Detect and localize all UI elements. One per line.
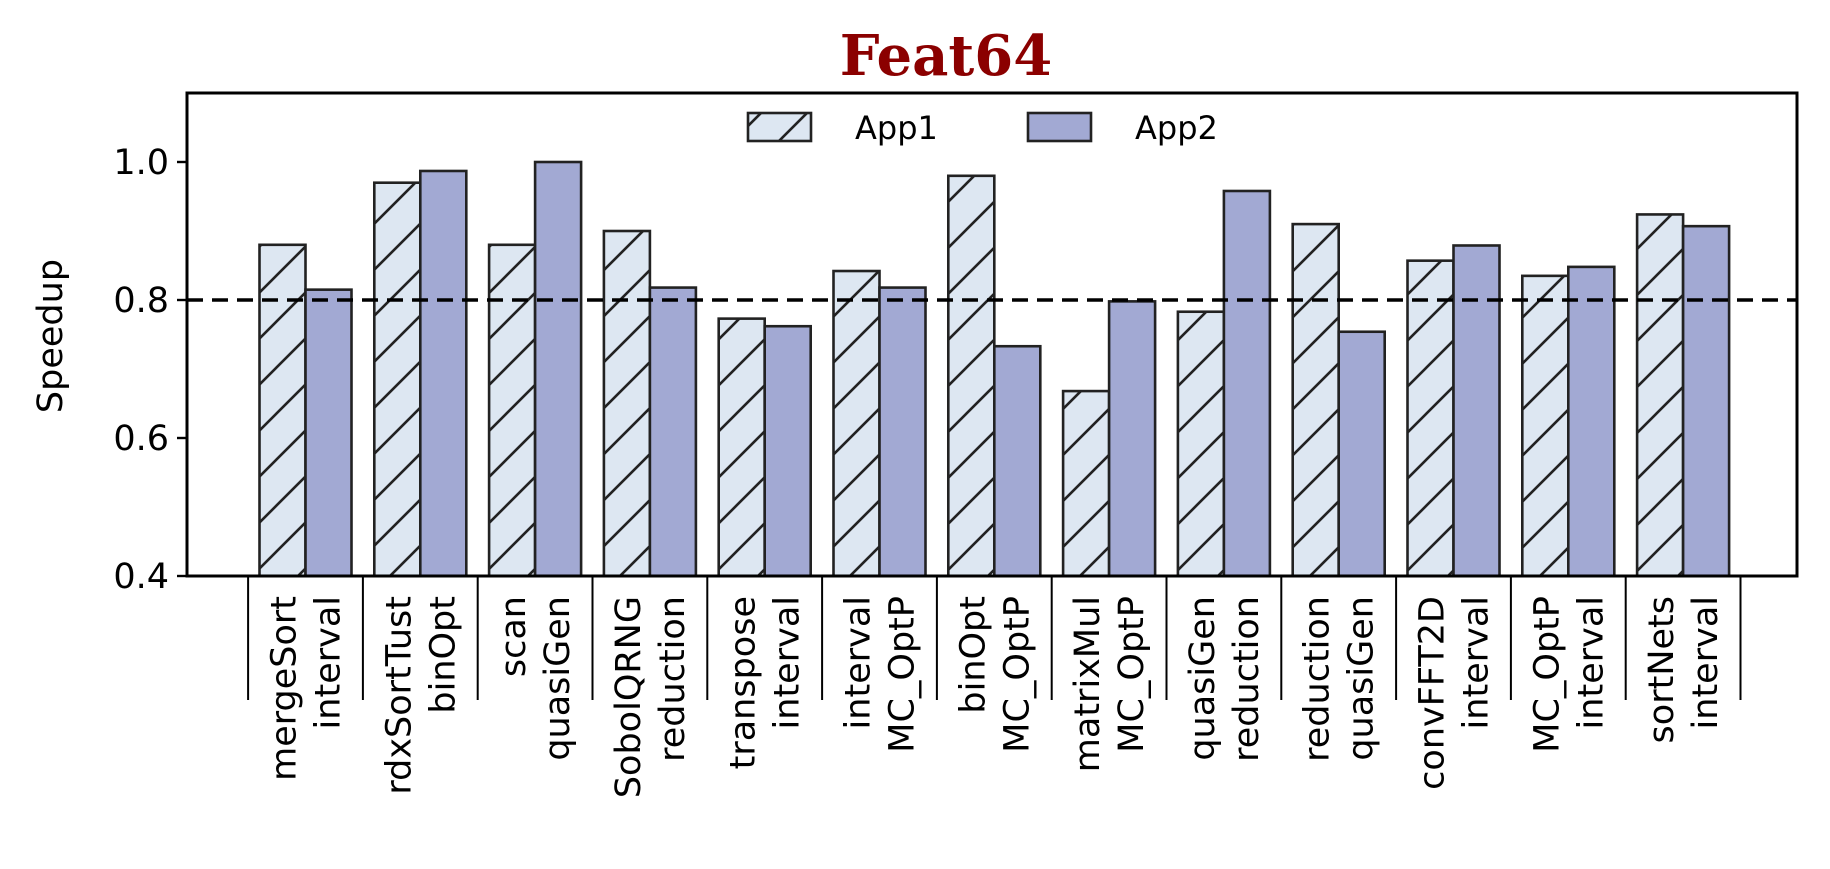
bar-hatch-app1-8	[1177, 311, 1224, 576]
x-tick-label-4-app2: interval	[768, 596, 808, 729]
x-tick-label-9-app2: quasiGen	[1342, 596, 1382, 761]
x-tick-label-6-app2: MC_OptP	[997, 596, 1037, 753]
bar-hatch-app1-0	[259, 244, 306, 577]
x-tick-label-5-app1: interval	[839, 596, 879, 729]
bar-app2-8	[1222, 189, 1272, 578]
y-tick-label-3: 1.0	[113, 143, 169, 183]
bar-hatch-app1-3	[603, 231, 650, 576]
y-tick-label-2: 0.8	[113, 281, 169, 321]
x-tick-label-10-app1: convFFT2D	[1413, 596, 1453, 790]
x-tick-label-11-app2: interval	[1571, 596, 1611, 729]
bar-app2-1	[418, 169, 468, 578]
legend-label-app2: App2	[1135, 109, 1218, 147]
x-tick-label-7-app2: MC_OptP	[1112, 596, 1152, 753]
bar-hatch-app1-4	[718, 318, 765, 576]
legend-swatch-app2	[1026, 111, 1093, 143]
bar-app2-3	[648, 286, 698, 578]
x-tick-label-5-app2: MC_OptP	[883, 596, 923, 753]
bar-app2-7	[1107, 300, 1157, 578]
bar-app2-6	[992, 344, 1042, 578]
x-tick-label-1-app2: binOpt	[423, 596, 463, 714]
x-tick-label-11-app1: MC_OptP	[1527, 596, 1567, 753]
legend: App1 App2	[746, 109, 1218, 147]
bar-hatch-app1-2	[489, 244, 536, 577]
x-tick-label-2-app2: quasiGen	[538, 596, 578, 761]
x-tick-label-2-app1: scan	[494, 596, 534, 677]
x-tick-label-3-app2: reduction	[653, 596, 693, 762]
x-tick-label-12-app1: sortNets	[1642, 596, 1682, 743]
x-tick-label-3-app1: SobolQRNG	[609, 596, 649, 798]
bar-app2-12	[1681, 224, 1731, 578]
bar-hatch-app1-1	[374, 182, 421, 576]
x-tick-label-4-app1: transpose	[724, 596, 764, 769]
chart-title: Feat64	[840, 23, 1052, 89]
bar-hatch-app1-5	[833, 271, 880, 576]
bar-app2-11	[1567, 265, 1616, 578]
x-tick-label-12-app2: interval	[1686, 596, 1726, 729]
bar-hatch-app1-11	[1522, 275, 1569, 576]
bar-app2-0	[304, 288, 353, 578]
bar-app2-4	[763, 324, 813, 578]
bar-hatch-app1-7	[1063, 391, 1110, 576]
x-tick-label-7-app1: matrixMul	[1068, 596, 1108, 772]
bar-hatch-app1-9	[1292, 224, 1339, 576]
x-tick-label-1-app1: rdxSortTust	[379, 596, 419, 795]
x-tick-label-8-app2: reduction	[1227, 596, 1267, 762]
bar-hatch-app1-10	[1407, 260, 1454, 576]
legend-swatch-app1-hatch	[748, 113, 811, 141]
legend-label-app1: App1	[855, 109, 938, 147]
x-tick-label-8-app1: quasiGen	[1183, 596, 1223, 761]
bar-hatch-app1-6	[948, 175, 995, 577]
bar-app2-2	[533, 160, 583, 578]
x-tick-label-6-app1: binOpt	[953, 596, 993, 714]
y-tick-label-1: 0.6	[113, 419, 169, 459]
bar-hatch-app1-12	[1637, 214, 1684, 576]
bars-layer	[258, 160, 1731, 578]
x-tick-label-0-app1: mergeSort	[265, 596, 305, 781]
y-tick-label-0: 0.4	[113, 557, 169, 597]
bar-app2-5	[878, 286, 927, 578]
x-tick-label-10-app2: interval	[1457, 596, 1497, 729]
x-tick-label-0-app2: interval	[309, 596, 349, 729]
x-tick-label-9-app1: reduction	[1298, 596, 1338, 762]
bar-app2-10	[1452, 244, 1501, 578]
plot-frame	[185, 91, 1799, 578]
y-axis-label: Speedup	[31, 259, 71, 413]
bar-app2-9	[1337, 330, 1386, 578]
